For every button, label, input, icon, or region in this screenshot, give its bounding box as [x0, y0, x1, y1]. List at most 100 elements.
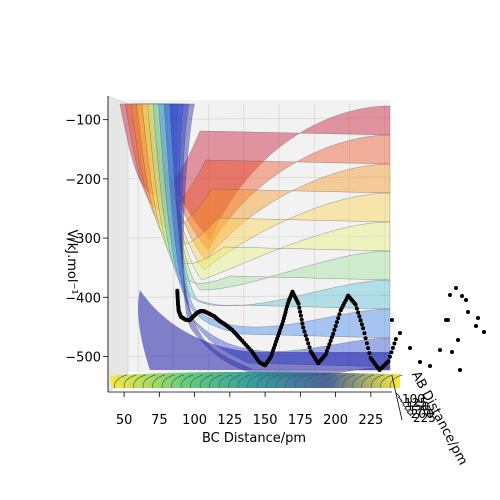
trajectory-point — [366, 346, 371, 351]
trajectory-point — [281, 316, 286, 321]
surface-band — [158, 103, 391, 339]
floor-contour — [209, 374, 223, 389]
left-pane — [107, 95, 129, 393]
trajectory-point — [393, 337, 398, 342]
floor-contour — [171, 374, 185, 389]
y-tick-mark — [397, 396, 403, 402]
x-tick-label: 225 — [358, 413, 383, 428]
trajectory-point — [354, 306, 359, 311]
floor-contour — [342, 374, 356, 389]
y-tick-mark — [395, 392, 401, 398]
trajectory-point — [361, 326, 366, 331]
y-tick-label: 125 — [404, 396, 427, 410]
floor-contour — [370, 374, 384, 389]
potential-surface — [119, 103, 391, 378]
trajectory-point — [300, 321, 305, 326]
floor-contour — [180, 374, 194, 389]
floor-contour — [332, 374, 346, 389]
trajectory-point — [482, 330, 486, 334]
floor-contour — [237, 374, 251, 389]
trajectory-point — [306, 341, 311, 346]
x-tick-label: 75 — [151, 413, 168, 428]
z-grid-line — [127, 235, 391, 239]
y-tick-label: 175 — [409, 403, 432, 417]
trajectory-point — [363, 336, 368, 341]
trajectory-point — [428, 364, 432, 368]
trajectory-point — [464, 298, 468, 302]
trajectory-point — [323, 352, 328, 357]
trajectory-point — [329, 335, 334, 340]
y-tick-label: 150 — [406, 400, 429, 414]
trajectory-point — [356, 310, 361, 315]
trajectory-point — [353, 302, 358, 307]
trajectory-point — [336, 316, 341, 321]
x-tick-label: 200 — [323, 413, 348, 428]
trajectory-point — [359, 322, 364, 327]
x-tick-label: 100 — [182, 413, 207, 428]
floor-contour — [313, 374, 327, 389]
trajectory-point — [297, 305, 302, 310]
x-tick-label: 50 — [116, 413, 133, 428]
y-tick-label: 225 — [413, 411, 436, 425]
trajectory-point — [327, 342, 332, 347]
floor-contour — [361, 374, 375, 389]
trajectory-point — [390, 345, 395, 350]
surface-band — [152, 103, 391, 310]
trajectory-point — [301, 325, 306, 330]
trajectory-point — [337, 312, 342, 317]
surface-band — [163, 103, 391, 368]
y-tick-label: 200 — [411, 407, 434, 421]
z-tick-label: −200 — [65, 173, 101, 188]
trajectory-point — [332, 327, 337, 332]
trajectory-point — [302, 329, 307, 334]
z-tick-label: −100 — [65, 114, 101, 129]
y-tick-mark — [406, 411, 412, 417]
floor-contour — [380, 374, 394, 389]
trajectory-point — [364, 341, 369, 346]
trajectory-point — [446, 318, 450, 322]
trajectory-point — [460, 294, 464, 298]
trajectory-point — [334, 320, 339, 325]
trajectory-point — [283, 310, 288, 315]
y-tick-mark — [404, 407, 410, 413]
trajectory-point — [326, 345, 331, 350]
trajectory-point — [328, 338, 333, 343]
floor-contour — [142, 374, 156, 389]
floor-contour — [304, 374, 318, 389]
floor-contour — [152, 374, 166, 389]
trajectory-point — [307, 345, 312, 350]
trajectory-point — [476, 316, 480, 320]
y-axis-line — [391, 375, 403, 421]
x-tick-label: 150 — [253, 413, 278, 428]
trajectory-point — [357, 314, 362, 319]
floor-contour — [323, 374, 337, 389]
z-tick-label: −400 — [65, 291, 101, 306]
trajectory-point — [324, 349, 329, 353]
floor-contour — [247, 374, 261, 389]
trajectory-point — [362, 331, 367, 336]
trajectory-point — [386, 359, 391, 364]
trajectory-point — [390, 318, 394, 322]
trajectory-point — [367, 351, 372, 356]
trajectory-point — [450, 350, 454, 354]
x-tick-label: 125 — [217, 413, 242, 428]
trajectory-point — [474, 324, 478, 328]
floor-contour — [351, 374, 365, 389]
trajectory-point — [438, 348, 442, 352]
trajectory-point — [466, 310, 470, 314]
y-tick-label: 100 — [402, 392, 425, 406]
trajectory-points — [175, 286, 486, 372]
floor-contour — [218, 374, 232, 389]
trajectory-point — [299, 317, 304, 322]
surface-valley — [138, 290, 390, 370]
floor-contour — [294, 374, 308, 389]
x-ticks: 50 75 100 125 150 175 200 225 — [116, 392, 383, 428]
y-tick-mark — [402, 404, 407, 409]
floor-contour — [266, 374, 280, 389]
trajectory-point — [398, 331, 402, 335]
trajectory-point — [456, 338, 460, 342]
trajectory-point — [358, 318, 363, 323]
floor-contour — [123, 374, 137, 389]
